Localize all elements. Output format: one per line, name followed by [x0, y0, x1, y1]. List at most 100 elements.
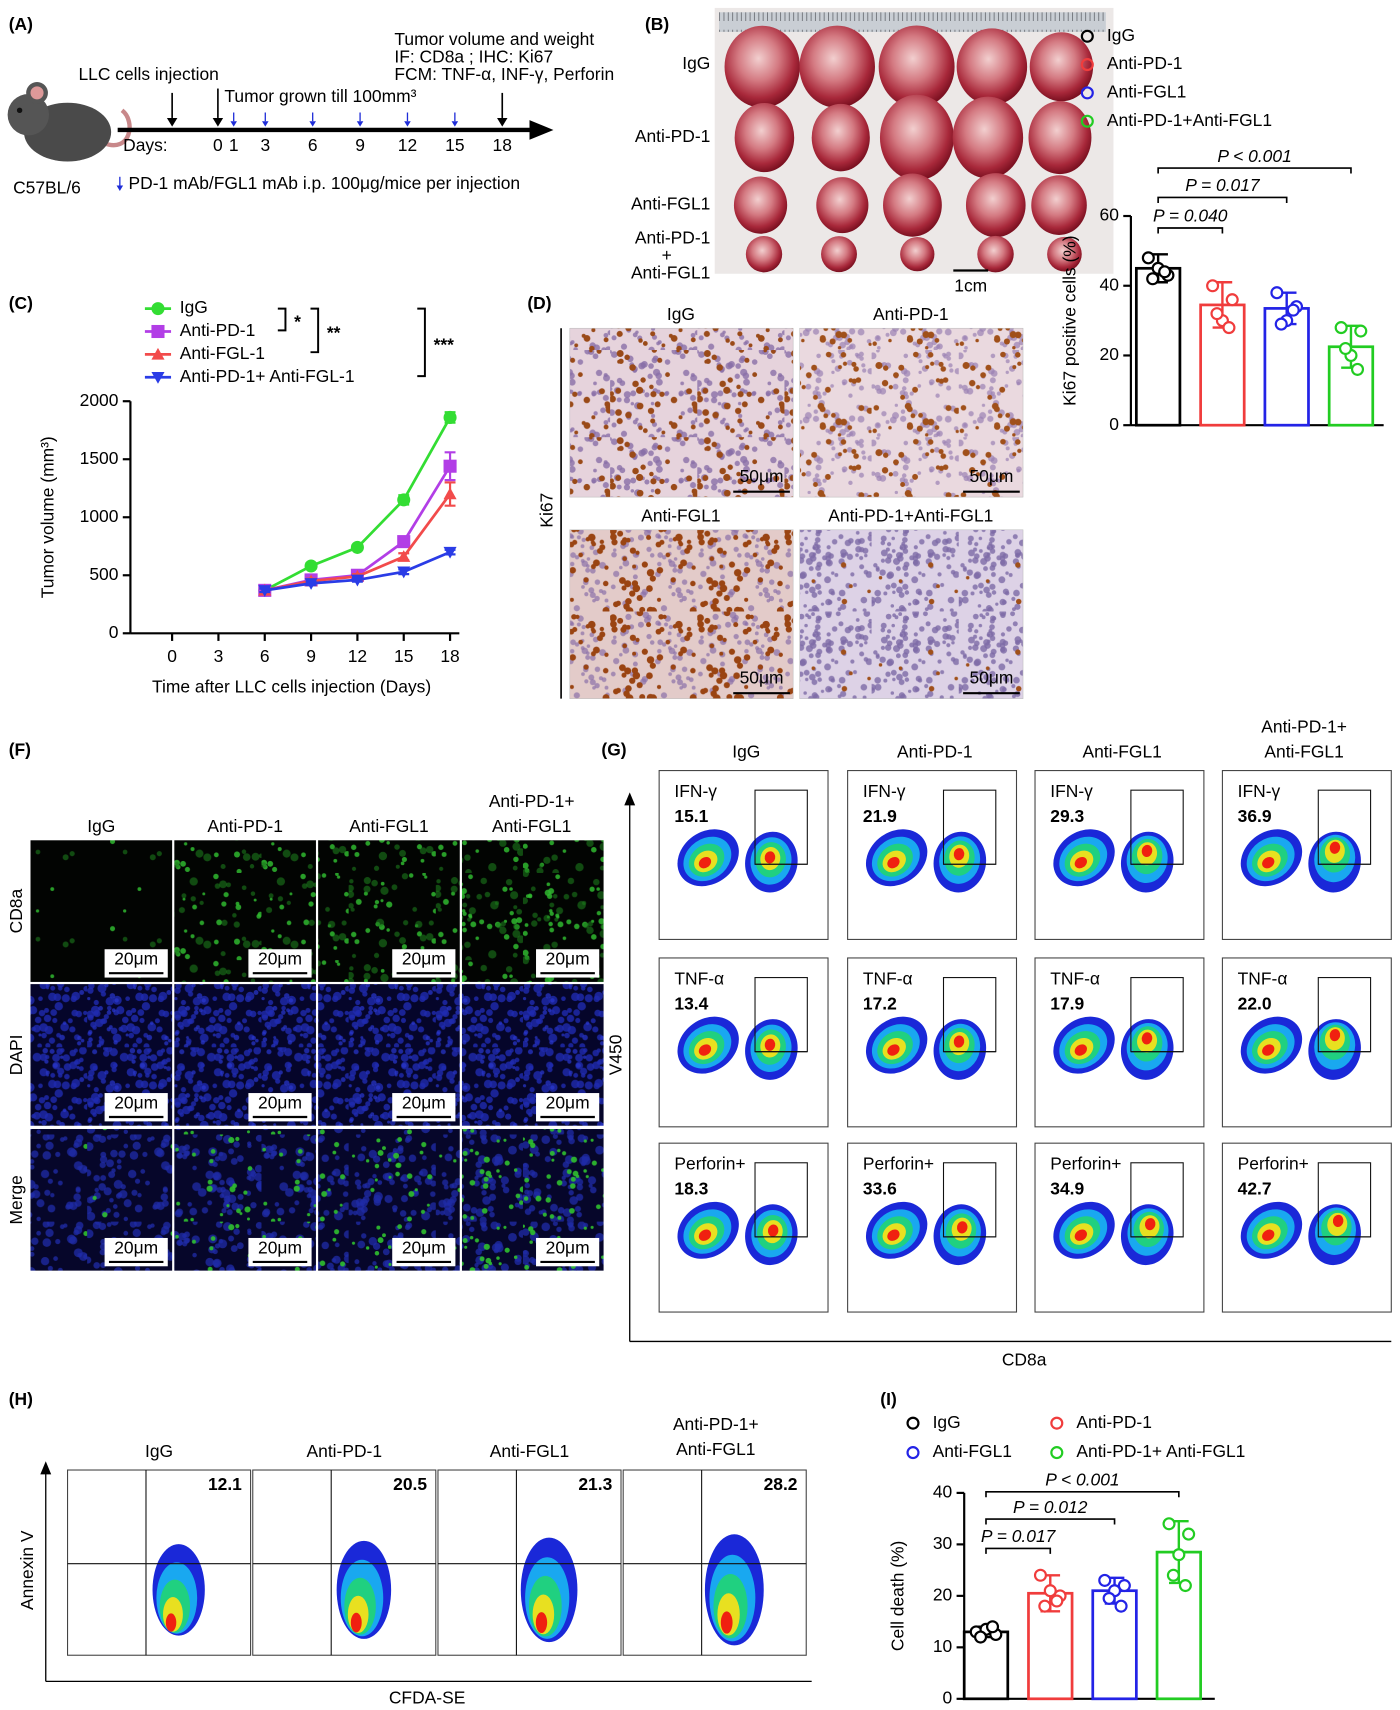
legend-label: Anti-PD-1+ Anti-FGL-1: [180, 366, 355, 386]
density-level: [720, 1611, 733, 1634]
days-label: Days:: [123, 135, 168, 155]
scale-label: 20μm: [258, 1093, 302, 1113]
legend-marker: [1080, 29, 1094, 43]
comparison-bracket: [1157, 196, 1288, 203]
tumor: [952, 96, 1024, 179]
x-tick-label: 0: [167, 646, 177, 666]
density: [1240, 829, 1303, 887]
legend-label: IgG: [180, 297, 208, 317]
density-level: [1074, 856, 1087, 869]
arrow-head: [356, 121, 364, 127]
marker-label: TNF-α: [1050, 968, 1100, 988]
data-point: [1038, 1599, 1052, 1613]
data-point: [1050, 1594, 1064, 1608]
density-level: [1262, 856, 1275, 869]
density: [933, 831, 987, 893]
density-level: [698, 1044, 712, 1056]
density-level: [165, 1613, 177, 1632]
scale-label: 50μm: [740, 466, 784, 486]
comparison-bracket: [1157, 227, 1224, 234]
mouse-head: [7, 93, 50, 136]
tumor: [733, 176, 788, 234]
density-level: [1332, 1214, 1344, 1228]
axis-label: CD8a: [1002, 1350, 1047, 1370]
comparison-bracket: [985, 1547, 1052, 1554]
y-tick-label: 20: [1100, 344, 1120, 364]
density-level: [1262, 1229, 1275, 1241]
legend-marker: [1050, 1446, 1064, 1460]
y-tick-label: 1000: [80, 506, 119, 526]
point: [350, 540, 364, 554]
scale-label: 20μm: [402, 1093, 446, 1113]
tumor: [811, 103, 870, 172]
data-point: [1286, 303, 1300, 317]
legend-label: Anti-PD-1: [1076, 1412, 1152, 1432]
x-tick-label: 9: [306, 646, 316, 666]
tumor: [1047, 236, 1082, 272]
arrow-head: [116, 185, 124, 191]
legend-label: IgG: [1107, 25, 1135, 45]
percentage: 42.7: [1238, 1179, 1272, 1199]
tumor: [734, 102, 795, 173]
legend-label: Anti-FGL-1: [180, 343, 265, 363]
data-point: [1182, 1527, 1196, 1541]
bar: [1091, 1589, 1138, 1701]
marker-label: Perforin+: [863, 1154, 934, 1174]
tumor: [956, 28, 1028, 106]
column-title: Anti-FGL1: [1082, 742, 1161, 762]
density: [1240, 1201, 1303, 1259]
scale-label: 50μm: [969, 668, 1013, 688]
tumor: [799, 25, 875, 108]
legend-marker: [151, 347, 165, 360]
mouse-tail: [102, 108, 132, 148]
density: [1120, 1019, 1174, 1080]
legend-label: Anti-PD-1: [1107, 53, 1183, 73]
point: [443, 487, 457, 500]
ihc-image: [569, 327, 794, 498]
column-title: Anti-FGL1: [1264, 742, 1343, 762]
density: [336, 1540, 392, 1639]
marker-label: Perforin+: [674, 1154, 745, 1174]
column-title: Anti-PD-1: [307, 1441, 383, 1461]
tumor: [1028, 101, 1092, 175]
data-point: [1270, 286, 1284, 300]
marker-label: Perforin+: [1238, 1154, 1309, 1174]
point: [443, 546, 457, 559]
percentage: 12.1: [208, 1474, 242, 1494]
point: [397, 535, 411, 549]
density-level: [887, 1229, 900, 1241]
row-label: IgG: [682, 53, 710, 73]
marker-label: IFN-γ: [1238, 781, 1281, 801]
day: 15: [445, 135, 464, 155]
density-level: [1262, 1044, 1275, 1056]
panel-label: (B): [645, 14, 669, 34]
scale-label: 20μm: [546, 1237, 590, 1257]
percentage: 21.9: [863, 806, 897, 826]
ihc-title: IgG: [667, 304, 695, 324]
legend-label: Anti-FGL1: [933, 1441, 1012, 1461]
panel-label: (C): [9, 293, 33, 313]
point: [350, 574, 364, 587]
y-tick-label: 500: [89, 564, 118, 584]
column-title: Anti-PD-1: [207, 816, 283, 836]
row-label: Anti-PD-1: [635, 126, 711, 146]
column-title: IgG: [145, 1441, 173, 1461]
y-tick-label: 10: [933, 1636, 953, 1656]
data-point: [1206, 279, 1220, 293]
injection-text: LLC cells injection: [78, 64, 218, 84]
percentage: 34.9: [1050, 1179, 1084, 1199]
scale-label: 20μm: [114, 949, 158, 969]
density-level: [535, 1612, 548, 1634]
marker-label: TNF-α: [1238, 968, 1288, 988]
significance-bracket: [277, 307, 287, 332]
axis-label: V450: [605, 1034, 625, 1075]
panel-label: (H): [9, 1389, 33, 1409]
scale-label: 20μm: [546, 1093, 590, 1113]
legend-marker: [1080, 86, 1094, 100]
column-title: IgG: [732, 742, 760, 762]
percentage: 36.9: [1238, 806, 1272, 826]
note: PD-1 mAb/FGL1 mAb i.p. 100μg/mice per in…: [129, 173, 521, 193]
ihc-image: [799, 529, 1024, 699]
tumor: [821, 236, 857, 273]
tumor: [879, 94, 954, 181]
